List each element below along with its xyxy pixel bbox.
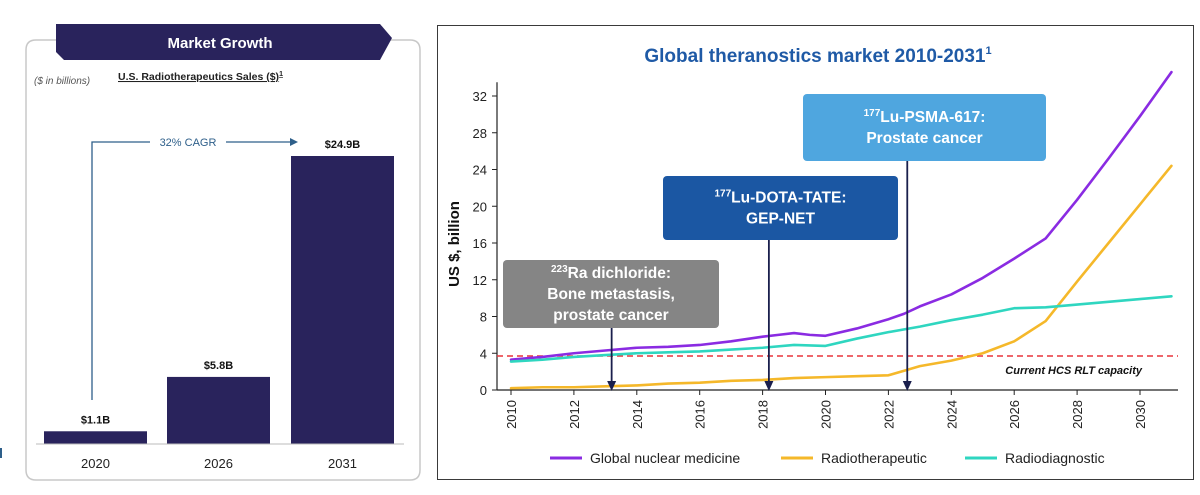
legend-label: Global nuclear medicine <box>590 450 740 466</box>
callout-line: prostate cancer <box>553 307 668 324</box>
capacity-line-group: Current HCS RLT capacity <box>497 355 1178 377</box>
right-chart-title: Global theranostics market 2010-20311 <box>644 45 991 67</box>
callout-line: 223Ra dichloride: <box>551 264 671 282</box>
y-tick-label: 32 <box>473 89 487 104</box>
callouts-group: 223Ra dichloride: Bone metastasis, prostat… <box>503 94 1046 391</box>
right-panel <box>437 25 1194 480</box>
x-tick-label: 2022 <box>881 400 896 429</box>
y-axis-label: US $, billion <box>446 201 463 287</box>
units-note: ($ in billions) <box>34 76 90 87</box>
legend-label: Radiodiagnostic <box>1005 450 1105 466</box>
y-tick-label: 12 <box>473 273 487 288</box>
x-tick-label: 2012 <box>567 400 582 429</box>
bar-2020 <box>44 431 147 444</box>
legend-label: Radiotherapeutic <box>821 450 927 466</box>
x-tick-label: 2016 <box>693 400 708 429</box>
callout-line-text: Lu-DOTA-TATE: <box>731 190 846 207</box>
callout-line: Bone metastasis, <box>547 286 675 303</box>
y-tick-label: 16 <box>473 236 487 251</box>
cagr-label: 32% CAGR <box>160 137 217 149</box>
left-chart-subtitle-text: U.S. Radiotherapeutics Sales ($) <box>118 71 279 83</box>
callout-isotope-sup: 223 <box>551 264 568 275</box>
left-bar-chart: $1.1B 2020 $5.8B 2026 $24.9B 2031 <box>44 139 394 471</box>
cagr-label-bg <box>150 134 226 150</box>
callout-arrowhead <box>902 381 912 391</box>
callout-box <box>663 176 898 240</box>
callout-isotope-sup: 177 <box>714 189 731 200</box>
callout-box <box>503 260 719 328</box>
left-chart-subtitle: U.S. Radiotherapeutics Sales ($)1 <box>118 71 283 83</box>
series-line-radiotherapeutic <box>509 164 1173 390</box>
x-tick-label: 2014 <box>630 400 645 429</box>
series-group <box>509 70 1173 390</box>
series-line-nuclear <box>509 70 1173 361</box>
callout-line: GEP-NET <box>746 211 815 228</box>
x-tick-label: 2026 <box>1007 400 1022 429</box>
right-chart-title-sup: 1 <box>985 45 991 57</box>
y-tick-label: 24 <box>473 163 487 178</box>
y-tick-label: 8 <box>480 310 487 325</box>
x-tick-label: 2010 <box>504 400 519 429</box>
series-line-radiodiagnostic <box>509 294 1173 363</box>
callout-isotope-sup: 177 <box>864 108 881 119</box>
callout-line-text: Ra dichloride: <box>568 265 671 282</box>
left-panel-header: Market Growth <box>167 35 272 52</box>
left-chart-subtitle-sup: 1 <box>279 71 283 78</box>
x-tick-label: 2020 <box>819 400 834 429</box>
x-category-label: 2020 <box>81 456 110 471</box>
callout-arrowhead <box>764 381 774 391</box>
bar-value-label: $1.1B <box>81 414 110 426</box>
x-tick-label: 2024 <box>944 400 959 429</box>
bar-value-label: $5.8B <box>204 360 233 372</box>
callout-line: Prostate cancer <box>866 130 982 147</box>
x-category-label: 2026 <box>204 456 233 471</box>
callout-line-text: Lu-PSMA-617: <box>880 109 985 126</box>
x-tick-label: 2030 <box>1133 400 1148 429</box>
capacity-label: Current HCS RLT capacity <box>1005 365 1143 377</box>
y-tick-label: 20 <box>473 199 487 214</box>
callout-line: 177Lu-DOTA-TATE: <box>714 189 846 207</box>
callout-line: 177Lu-PSMA-617: <box>864 108 986 126</box>
cagr-arrowhead <box>290 138 298 146</box>
callout-box <box>803 94 1046 161</box>
right-chart-title-text: Global theranostics market 2010-2031 <box>644 46 986 67</box>
x-category-label: 2031 <box>328 456 357 471</box>
left-panel: Market Growth ($ in billions) U.S. Radio… <box>0 0 430 490</box>
bar-2031 <box>291 156 394 444</box>
header-banner <box>56 24 392 60</box>
edge-mark <box>0 448 2 458</box>
x-tick-label: 2028 <box>1070 400 1085 429</box>
bar-2026 <box>167 376 270 444</box>
left-panel-svg: Market Growth ($ in billions) U.S. Radio… <box>25 24 421 481</box>
bar-value-label: $24.9B <box>325 139 361 151</box>
y-tick-label: 4 <box>480 346 487 361</box>
y-tick-label: 0 <box>480 383 487 398</box>
x-tick-label: 2018 <box>756 400 771 429</box>
y-tick-label: 28 <box>473 126 487 141</box>
callout-arrowhead <box>607 381 617 391</box>
legend: Global nuclear medicine Radiotherapeutic R… <box>550 450 1105 466</box>
